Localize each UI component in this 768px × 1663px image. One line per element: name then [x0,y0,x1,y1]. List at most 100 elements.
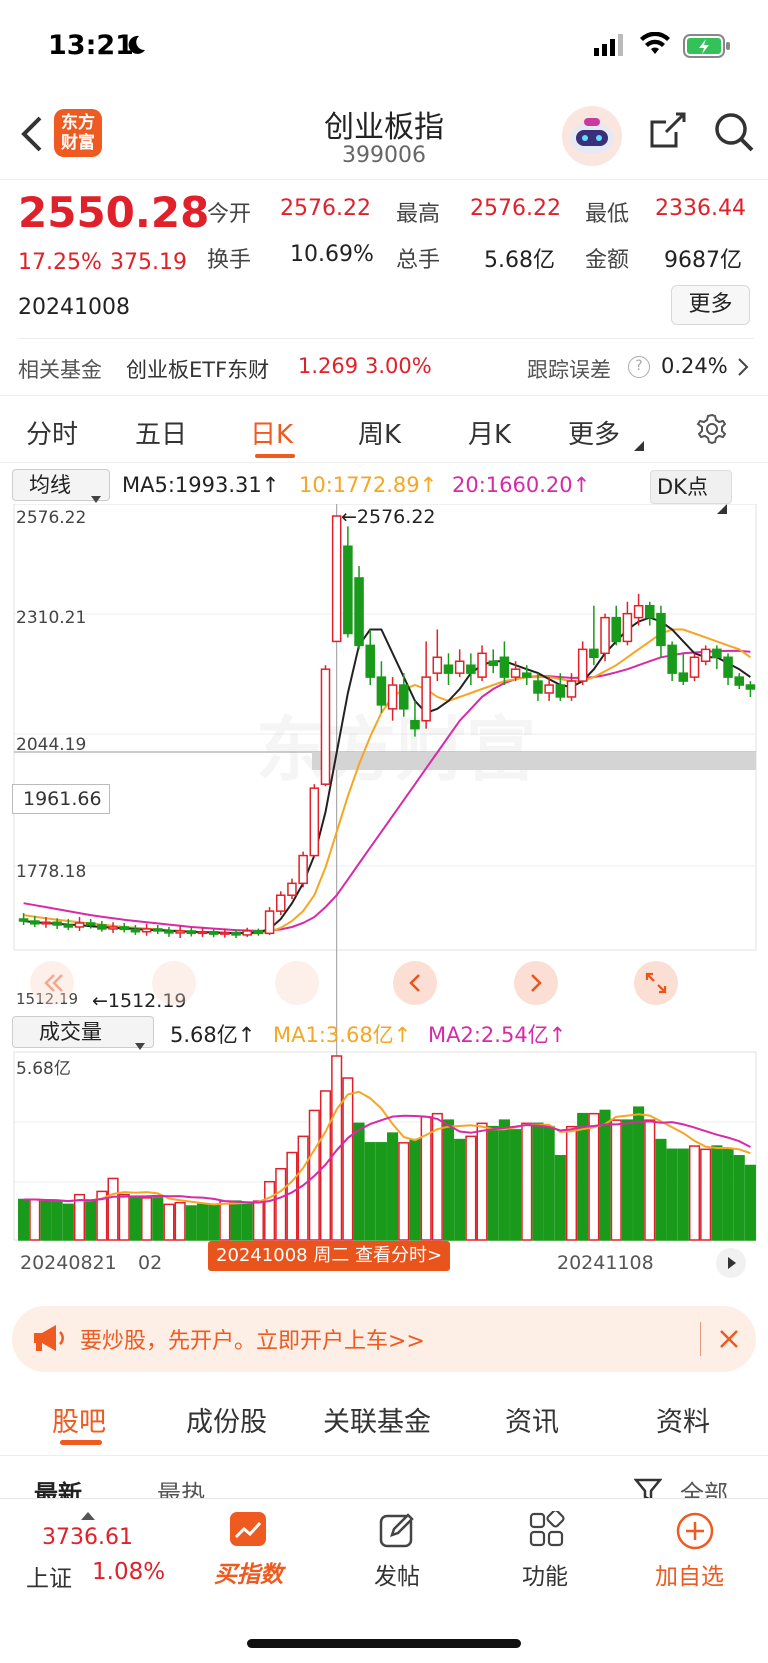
candle-body [242,930,253,936]
volume-bar [688,1145,701,1241]
fund-name[interactable]: 创业板ETF东财 [126,358,270,382]
candle [208,928,219,938]
triangle-down-icon [717,491,727,523]
tab-daily-k[interactable]: 日K [250,420,294,450]
candle-body [443,664,454,674]
banner-text: 要炒股，先开户。立即开户上车>> [80,1329,425,1354]
candle [354,566,364,650]
tab-guba[interactable]: 股吧 [52,1407,106,1438]
candle [555,673,566,701]
change-abs: 375.19 [110,250,187,275]
tab-related-funds[interactable]: 关联基金 [323,1407,431,1438]
candle [231,929,241,939]
buy-index-button[interactable]: 买指数 [208,1511,288,1591]
candle [130,924,141,935]
index-name[interactable]: 上证 [26,1566,72,1592]
volume-bar [711,1145,723,1241]
volume-bar [174,1201,186,1241]
open-value: 2576.22 [280,196,371,221]
share-icon[interactable] [646,110,688,156]
volume-bar [364,1142,376,1241]
add-watchlist-button[interactable]: 加自选 [652,1511,742,1591]
vol-ma2-line [23,1114,751,1204]
dk-point-button[interactable]: DK点 [650,470,732,514]
candle-body [410,719,420,730]
index-pct[interactable]: 1.08% [92,1559,166,1585]
functions-button[interactable]: 功能 [508,1509,588,1591]
tab-news[interactable]: 资讯 [505,1407,559,1438]
candle-body [108,926,118,930]
fund-label: 相关基金 [18,358,102,382]
volume-bar [431,1112,443,1241]
post-button[interactable]: 发帖 [360,1511,440,1591]
kline-chart[interactable]: 东方财富 [0,504,768,1294]
volume-bar [610,1119,622,1241]
volume-dropdown[interactable]: 成交量 [12,1016,154,1050]
candle-body [376,676,387,706]
candle [566,673,577,701]
open-account-banner[interactable]: 要炒股，先开户。立即开户上车>> [12,1306,756,1372]
price-axis-label: 2576.22 [16,508,87,528]
tab-weekly-k[interactable]: 周K [358,420,402,450]
candle [633,593,644,626]
candle-body [432,656,443,674]
date-tooltip[interactable]: 20241008 周二 查看分时> [208,1241,451,1271]
search-icon[interactable] [712,110,756,158]
candle [410,700,420,737]
volume-bar [510,1129,522,1241]
ma5-legend: MA5:1993.31↑ [122,473,280,497]
price-axis-label: 2044.19 [16,735,87,755]
candle-body [667,644,677,674]
candle [18,913,29,925]
candle-body [398,684,409,710]
candle-body [164,930,174,934]
candle-body [186,930,197,935]
candle [287,878,297,900]
candle-body [175,930,185,934]
candle [499,641,510,686]
tab-monthly-k[interactable]: 月K [468,420,512,450]
candle [398,673,409,717]
status-bar: 13:21 [0,0,768,96]
volume-bar [51,1200,63,1241]
indicator-dropdown[interactable]: 均线 [12,469,110,503]
index-value[interactable]: 3736.61 [42,1525,133,1550]
candle-body [52,921,62,926]
volume-bar [185,1205,197,1241]
volume-bar [387,1132,399,1241]
price-axis-label: 1778.18 [16,862,87,882]
back-icon[interactable] [18,114,44,158]
close-icon[interactable] [717,1327,741,1355]
low-label: 最低 [585,202,630,227]
robot-avatar-icon[interactable] [562,106,622,166]
help-icon[interactable]: ? [628,356,650,378]
candle-body [220,931,230,935]
zoom-out-button[interactable] [152,961,196,1005]
candle-body [343,545,353,635]
volume-bar [252,1200,264,1241]
gear-icon[interactable] [695,412,729,450]
candle-body [589,648,599,659]
scroll-right-button[interactable] [514,961,558,1005]
volume-dropdown-label: 成交量 [39,1020,102,1044]
more-button[interactable]: 更多 [671,285,750,325]
fullscreen-button[interactable] [634,961,678,1005]
volume-bar [375,1142,387,1241]
tab-profile[interactable]: 资料 [656,1407,710,1438]
scroll-left-fast-button[interactable] [30,961,74,1005]
zoom-in-button[interactable] [275,961,319,1005]
low-value: 2336.44 [655,196,746,221]
tab-constituents[interactable]: 成份股 [186,1407,267,1438]
scroll-left-button[interactable] [393,961,437,1005]
candle-body [197,930,208,935]
chevron-right-icon[interactable] [736,356,750,382]
battery-icon [683,34,731,62]
candle [108,922,118,933]
tab-wuri[interactable]: 五日 [135,420,188,450]
high-value: 2576.22 [470,196,561,221]
play-icon[interactable] [716,1248,746,1278]
tab-more[interactable]: 更多 [568,420,621,450]
date-axis-label: 20241108 [557,1252,654,1274]
tab-fenshi[interactable]: 分时 [26,420,79,450]
volume-bar [599,1109,611,1241]
